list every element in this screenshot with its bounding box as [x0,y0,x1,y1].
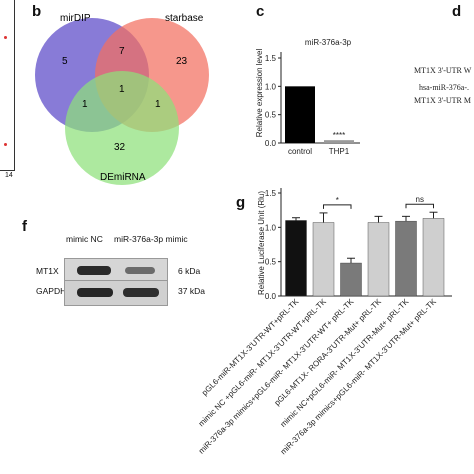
venn-circle-demirna [65,71,179,185]
panel-a-tick: 14 [5,172,13,179]
blot-col-label-nc: mimic NC [66,234,103,244]
venn-count-mirdip-starbase: 7 [119,46,125,57]
chart-g-ytick-label: 0.0 [265,292,277,301]
chart-c-bar [324,140,354,143]
venn-set-label-demirna: DEmiRNA [100,172,146,183]
blot-col-label-mimic: miR-376a-3p mimic [114,234,188,244]
venn-count-starbase-only: 23 [176,56,188,67]
blot-row-label-gapdh: GAPDH [36,286,67,296]
venn-count-all: 1 [119,84,125,95]
chart-g-bar [367,222,390,297]
chart-c-ytick-label: 0.5 [265,111,277,120]
panel-d-line-3: MT1X 3'-UTR M [414,96,471,105]
chart-c-significance: **** [333,131,345,140]
blot-membrane-gapdh [64,280,168,306]
chart-c-title: miR-376a-3p [305,38,352,47]
chart-c-ytick-label: 0.0 [265,139,277,148]
chart-c-category-label: THP1 [329,147,350,156]
panel-label-d: d [452,3,462,20]
chart-c-category-label: control [288,147,312,156]
blot-size-mt1x: 6 kDa [178,266,201,276]
chart-g-comparison-label: ns [416,195,424,204]
chart-g-category-label: mimic NC+pGL6-miR- MT1X-3'UTR-Mut+ pRL-T… [279,297,411,429]
panel-label-g: g [236,194,246,211]
chart-g-ylabel: Relative Luciferase Unit (Rlu) [257,191,266,295]
chart-c-bar [285,86,315,143]
chart-g-comparison-label: * [336,196,339,205]
panel-d-line-2: hsa-miR-376a-. [419,83,469,92]
blot-membrane-mt1x [64,258,168,284]
panel-d-line-1: MT1X 3'-UTR W [414,66,472,75]
chart-g-bar [285,220,307,297]
chart-g-bar [340,262,362,297]
blot-size-gapdh: 37 kDa [178,286,205,296]
panel-a-point [4,143,7,146]
blot-band [125,267,155,274]
chart-g-category-label: mimic NC +pGL6-miR- MT1X-3'UTR-WT+pRL-TK [197,297,329,429]
chart-g-ytick-label: 0.5 [265,258,277,267]
venn-set-label-mirdip: mirDIP [60,13,91,24]
blot-band [77,266,111,275]
chart-g-bar [422,218,445,297]
chart-g-bar [395,220,417,297]
blot-band [123,288,159,297]
panel-a-point [4,36,7,39]
chart-g-comparison-bracket [323,204,352,209]
panel-a-fragment [0,0,18,180]
chart-g-comparison-bracket [405,203,434,209]
venn-count-mirdip-only: 5 [62,56,68,67]
chart-g-category-label: pGL6-miR-MT1X-3'UTR-WT+pRL-TK [200,297,301,398]
venn-count-mirdip-demirna: 1 [82,99,88,110]
chart-c-ytick-label: 1.5 [265,54,277,63]
chart-c-ytick-label: 1.0 [265,82,277,91]
chart-c-ylabel: Relative expression level [255,49,264,138]
venn-set-label-starbase: starbase [165,13,204,24]
blot-row-label-mt1x: MT1X [36,266,59,276]
chart-g-ytick-label: 1.5 [265,189,277,198]
chart-g-bar [312,222,335,297]
panel-label-b: b [32,3,42,20]
panel-label-f: f [22,218,27,235]
venn-count-demirna-only: 32 [114,142,126,153]
chart-g-ytick-label: 1.0 [265,223,277,232]
blot-band [77,288,113,297]
venn-count-starbase-demirna: 1 [155,99,161,110]
panel-label-c: c [256,3,265,20]
